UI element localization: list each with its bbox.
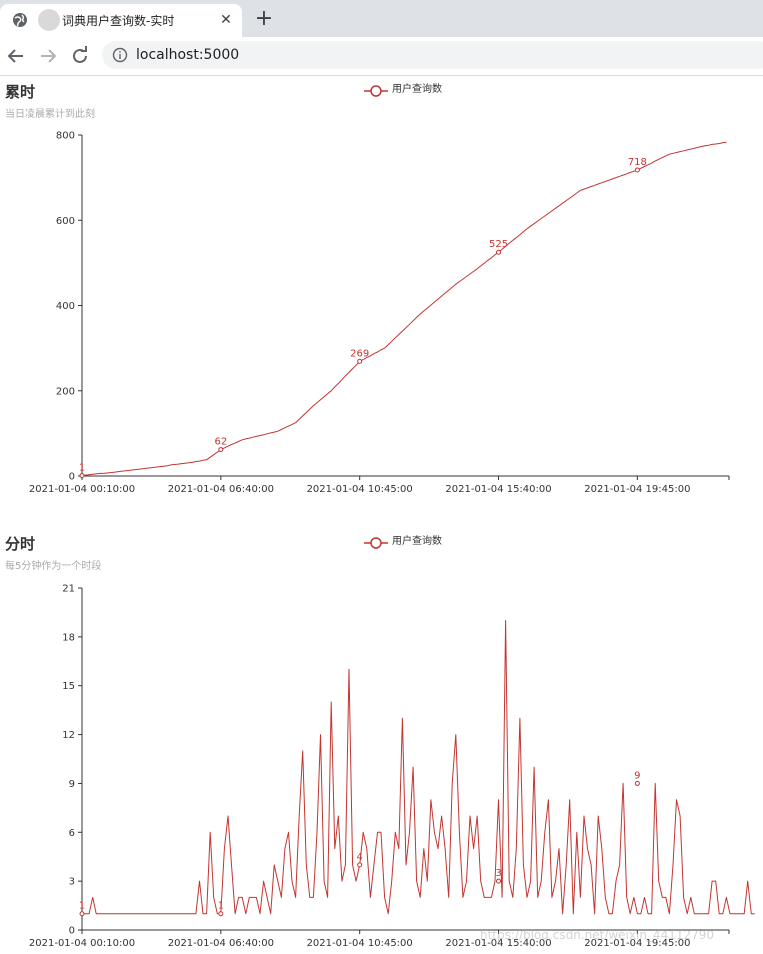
site-favicon: [38, 9, 60, 31]
y-tick-label: 6: [69, 828, 75, 839]
cumulative-chart: 累时 当日凌晨累计到此刻 用户查询数 0 200 400 600 800 2021-01-…: [0, 78, 763, 510]
tab-strip: 词典用户查询数-实时 ✕ +: [0, 0, 763, 37]
data-label: 4: [356, 852, 362, 863]
y-tick-label: 12: [62, 730, 75, 741]
data-point: [634, 167, 640, 173]
data-point: [496, 878, 502, 884]
y-tick-label: 18: [62, 632, 75, 643]
x-tick-label: 2021-01-04 00:10:00: [29, 484, 135, 495]
y-tick-label: 400: [56, 301, 75, 312]
browser-chrome: 词典用户查询数-实时 ✕ + localhost:5000: [0, 0, 763, 76]
y-tick-label: 3: [69, 877, 75, 888]
data-point: [79, 911, 85, 917]
chart-title: 累时: [5, 83, 36, 101]
data-label: 269: [350, 348, 369, 359]
url-text[interactable]: localhost:5000: [136, 47, 240, 63]
chart-title: 分时: [5, 535, 36, 553]
data-point: [79, 473, 85, 479]
reload-icon[interactable]: [68, 44, 92, 68]
x-tick-label: 2021-01-04 19:45:00: [584, 938, 690, 949]
forward-arrow-icon[interactable]: [36, 44, 60, 68]
data-label: 1: [79, 463, 85, 474]
x-tick-label: 2021-01-04 10:45:00: [307, 484, 413, 495]
series-line: [81, 141, 727, 477]
y-tick-label: 21: [62, 584, 75, 595]
chart-plot-area: 0 3 6 9 12 15 18 21 2021-01-04 00:10:00 2021-01-0…: [29, 584, 755, 949]
x-tick-label: 2021-01-04 06:40:00: [168, 484, 274, 495]
series-line: [82, 620, 755, 915]
data-label: 1: [79, 901, 85, 912]
data-point: [357, 862, 363, 868]
data-label: 3: [495, 868, 501, 879]
data-label: 718: [628, 157, 647, 168]
y-tick-label: 800: [56, 131, 75, 142]
chart-subtitle: 当日凌晨累计到此刻: [5, 109, 95, 120]
y-tick-label: 0: [69, 926, 75, 937]
x-tick-label: 2021-01-04 15:40:00: [445, 484, 551, 495]
legend-marker-icon: [364, 85, 388, 97]
x-tick-label: 2021-01-04 00:10:00: [29, 938, 135, 949]
back-arrow-icon[interactable]: [4, 44, 28, 68]
data-point: [496, 249, 502, 255]
x-tick-label: 2021-01-04 06:40:00: [168, 938, 274, 949]
new-tab-button[interactable]: +: [254, 6, 274, 31]
browser-toolbar: localhost:5000: [0, 37, 763, 76]
data-point: [218, 447, 224, 453]
globe-icon: [13, 13, 27, 27]
chart-subtitle: 每5分钟作为一个时段: [5, 561, 102, 572]
y-tick-label: 15: [62, 681, 75, 692]
legend-label: 用户查询数: [392, 536, 442, 547]
address-bar[interactable]: localhost:5000: [102, 41, 763, 69]
x-tick-label: 2021-01-04 10:45:00: [307, 938, 413, 949]
data-point: [634, 780, 640, 786]
interval-chart: 分时 每5分钟作为一个时段 用户查询数 0 3 6 9 12 15 18 21 2021-01-…: [0, 530, 763, 954]
legend-label: 用户查询数: [392, 84, 442, 95]
info-icon[interactable]: [112, 47, 128, 63]
x-tick-label: 2021-01-04 15:40:00: [445, 938, 551, 949]
y-tick-label: 200: [56, 386, 75, 397]
x-tick-label: 2021-01-04 19:45:00: [584, 484, 690, 495]
data-label: 525: [489, 239, 508, 250]
legend-marker-icon: [364, 537, 388, 549]
watermark: https://blog.csdn.net/weixin_44112790: [480, 928, 715, 942]
data-point: [218, 911, 224, 917]
data-label: 1: [218, 901, 224, 912]
data-label: 62: [214, 437, 227, 448]
browser-tab[interactable]: 词典用户查询数-实时 ✕: [0, 4, 242, 37]
y-tick-label: 0: [69, 472, 75, 483]
tab-title: 词典用户查询数-实时: [62, 14, 175, 28]
y-tick-label: 600: [56, 216, 75, 227]
y-tick-label: 9: [69, 779, 75, 790]
chart-plot-area: 0 200 400 600 800 2021-01-04 00:10:00 2021-01-…: [29, 131, 730, 495]
data-label: 9: [634, 770, 640, 781]
close-tab-icon[interactable]: ✕: [220, 12, 232, 28]
data-point: [357, 358, 363, 364]
